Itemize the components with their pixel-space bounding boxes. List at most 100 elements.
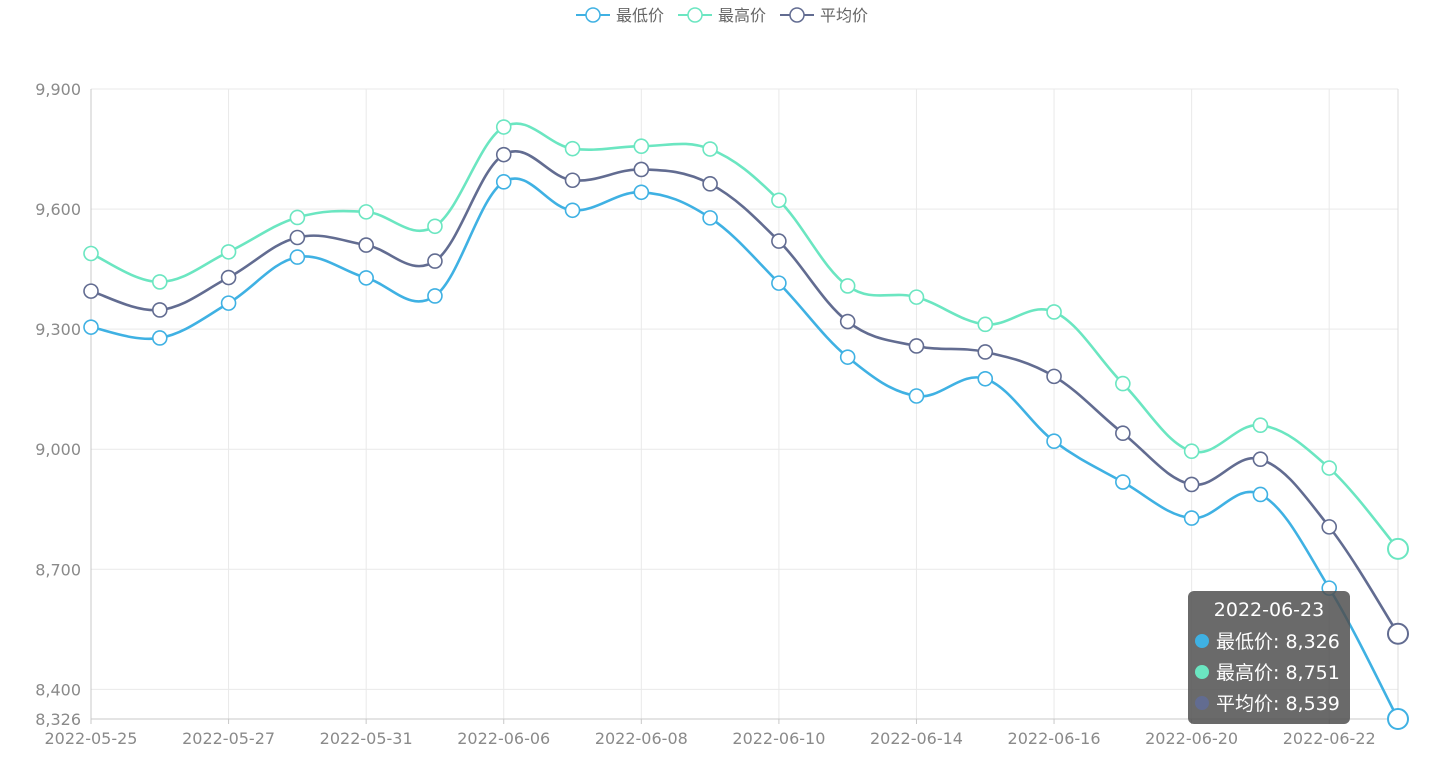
data-point[interactable] [633,138,650,155]
x-tick-label: 2022-06-10 [732,729,825,748]
data-point[interactable] [633,161,650,178]
series-line-2 [90,150,1400,635]
series-dot-icon [1195,633,1209,648]
data-point[interactable] [83,319,99,335]
data-point[interactable] [908,289,925,305]
data-point[interactable] [633,184,650,201]
data-point[interactable] [702,176,718,192]
tooltip-value: 最高价: 8,751 [1216,662,1340,684]
tick-labels: 8,326 8,400 8,700 9,000 9,300 9,600 9,900 2022-… [35,80,1376,748]
y-tick-label: 8,400 [35,680,81,699]
x-tick-label: 2022-05-31 [320,729,413,748]
legend-line-circle-icon [780,7,814,23]
tooltip-value: 平均价: 8,539 [1216,693,1340,715]
legend: 最低价 最高价 平均价 [0,2,1444,26]
data-point[interactable] [839,278,856,294]
x-tick-label: 2022-06-22 [1283,729,1376,748]
data-point[interactable] [1115,474,1131,490]
data-point[interactable] [977,344,994,360]
data-point[interactable] [908,388,925,404]
data-point[interactable] [495,174,512,190]
series-dot-icon [1195,695,1209,710]
x-tick-label: 2022-06-20 [1145,729,1238,748]
legend-item-avg[interactable]: 平均价 [780,2,868,26]
data-point[interactable] [151,274,168,290]
data-point[interactable] [289,229,306,246]
data-point[interactable] [151,330,168,346]
legend-line-circle-icon [575,7,610,23]
data-point[interactable] [220,295,237,311]
data-point[interactable] [908,338,925,354]
data-point[interactable] [1252,417,1269,434]
data-point[interactable] [83,283,99,299]
data-point[interactable] [1387,622,1409,645]
tooltip-row-high: 最高价: 8,751 [1188,656,1350,687]
data-point[interactable] [1387,708,1409,730]
legend-item-high[interactable]: 最高价 [677,2,766,26]
data-point[interactable] [289,209,306,226]
data-point[interactable] [220,244,237,260]
data-point[interactable] [151,302,168,318]
data-point[interactable] [1321,460,1338,476]
data-point[interactable] [564,202,581,219]
data-point[interactable] [771,233,787,249]
data-point[interactable] [83,245,99,262]
y-tick-label: 8,700 [35,560,81,579]
y-tick-label: 9,600 [35,200,81,219]
legend-label: 平均价 [820,6,869,25]
data-point[interactable] [1387,537,1409,560]
data-point[interactable] [839,349,856,365]
x-tick-label: 2022-06-16 [1008,729,1101,748]
data-point[interactable] [771,275,787,291]
data-point[interactable] [702,210,718,226]
data-point[interactable] [702,141,718,157]
data-point[interactable] [1183,476,1200,493]
data-point[interactable] [771,192,787,209]
tooltip: 2022-06-23 最低价: 8,326 最高价: 8,751 平均价: 8,… [1188,591,1350,724]
x-tick-label: 2022-06-06 [457,729,550,748]
data-point[interactable] [1115,425,1131,442]
legend-label: 最高价 [717,6,766,25]
data-point[interactable] [1046,433,1062,450]
legend-label: 最低价 [615,6,664,25]
data-point[interactable] [564,140,581,157]
data-point[interactable] [495,146,512,163]
y-tick-label: 9,000 [35,440,81,459]
tooltip-value: 最低价: 8,326 [1216,631,1340,653]
tooltip-row-avg: 平均价: 8,539 [1188,687,1350,718]
data-point[interactable] [839,313,856,330]
data-point[interactable] [1252,451,1269,468]
y-tick-label: 9,900 [35,80,81,99]
x-tick-label: 2022-06-14 [870,729,963,748]
series-dot-icon [1195,664,1209,679]
y-tick-label: 8,326 [35,710,81,729]
data-point[interactable] [1046,368,1062,385]
data-point[interactable] [358,204,374,220]
data-point[interactable] [1046,304,1062,320]
data-point[interactable] [427,288,443,304]
data-point[interactable] [977,316,994,333]
data-point[interactable] [1183,510,1200,526]
x-tick-label: 2022-05-25 [45,729,138,748]
data-point[interactable] [1115,375,1131,392]
data-point[interactable] [1183,443,1200,460]
data-point[interactable] [977,370,994,387]
data-point[interactable] [427,218,443,235]
data-point[interactable] [1252,486,1269,503]
legend-item-low[interactable]: 最低价 [575,2,664,26]
legend-line-circle-icon [677,7,712,23]
data-point[interactable] [564,172,581,189]
tooltip-row-low: 最低价: 8,326 [1188,625,1350,656]
x-tick-label: 2022-05-27 [182,729,275,748]
data-point[interactable] [495,119,512,135]
data-point[interactable] [427,253,443,269]
y-tick-label: 9,300 [35,320,81,339]
data-point[interactable] [358,270,374,286]
tooltip-date: 2022-06-23 [1213,599,1325,621]
data-point[interactable] [358,237,374,253]
data-point[interactable] [1321,519,1338,535]
data-point[interactable] [220,269,237,286]
series-lines [83,119,1409,730]
data-point[interactable] [289,249,306,265]
